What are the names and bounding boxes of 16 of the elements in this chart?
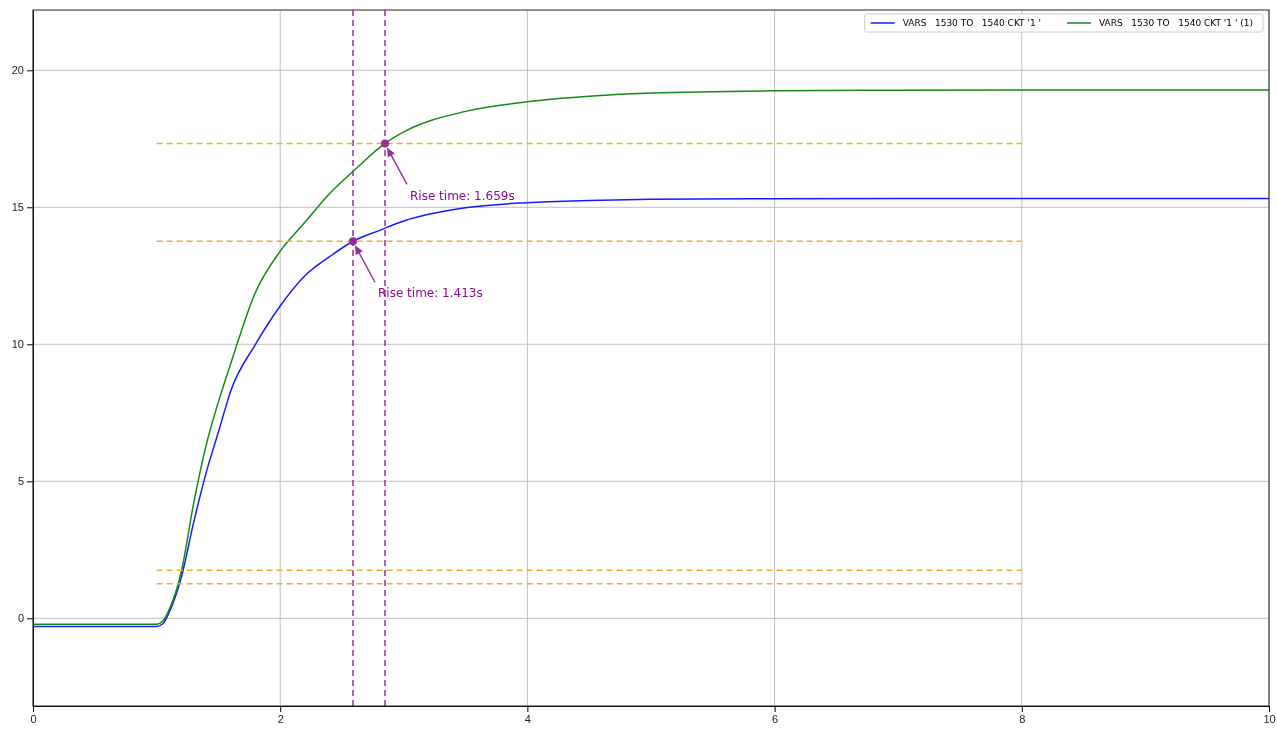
x-tick-label: 4	[524, 712, 531, 725]
y-tick-label: 15	[11, 201, 24, 214]
x-tick-label: 8	[1019, 712, 1026, 725]
y-tick-label: 5	[17, 475, 24, 488]
y-tick-label: 0	[17, 612, 24, 625]
x-tick-label: 10	[1263, 712, 1276, 725]
x-tick-label: 0	[30, 712, 37, 725]
y-tick-label: 20	[11, 64, 24, 77]
legend-label: VARS 1530 TO 1540 CKT '1 ' (1)	[1099, 18, 1253, 29]
x-tick-label: 6	[772, 712, 779, 725]
line-series	[32, 89, 1270, 626]
annotation: Rise time: 1.413s	[378, 286, 483, 301]
x-tick-label: 2	[277, 712, 284, 725]
y-tick-label: 10	[11, 338, 24, 351]
annotation: Rise time: 1.659s	[410, 188, 515, 203]
legend-label: VARS 1530 TO 1540 CKT '1 '	[902, 18, 1042, 29]
